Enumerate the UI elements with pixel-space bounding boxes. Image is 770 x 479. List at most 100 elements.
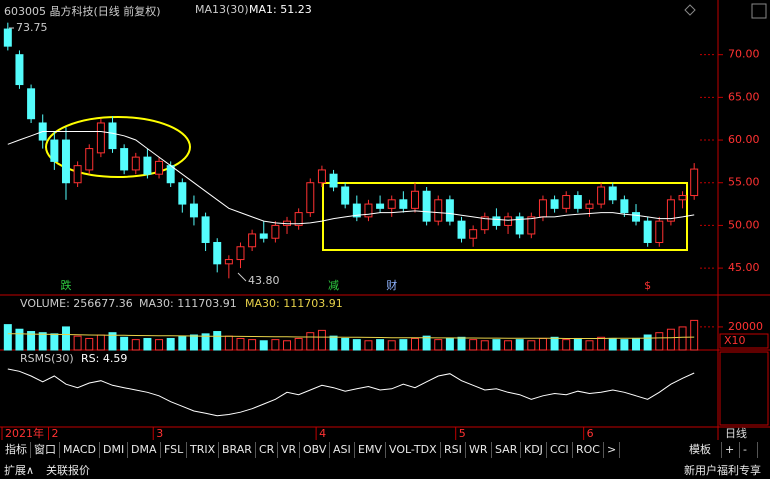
volume-bar xyxy=(690,319,699,351)
scale-label: X10 xyxy=(724,334,746,347)
tab[interactable]: VOL-TDX xyxy=(386,442,441,458)
tab[interactable]: RSI xyxy=(441,442,466,458)
volume-bar xyxy=(155,339,164,351)
volume-bar xyxy=(329,335,338,351)
volume-bar xyxy=(457,336,466,351)
tab[interactable]: ROC xyxy=(573,442,604,458)
candle-body xyxy=(3,28,12,47)
tab[interactable]: 窗口 xyxy=(31,442,60,458)
tab[interactable]: EMV xyxy=(355,442,386,458)
volume-bar xyxy=(678,326,687,351)
volume-bar xyxy=(73,335,82,351)
tab[interactable]: > xyxy=(604,442,621,458)
tab[interactable]: OBV xyxy=(300,442,331,458)
indicator-value: MA30: 111703.91 xyxy=(245,297,343,310)
tab[interactable]: CR xyxy=(256,442,279,458)
candle-body xyxy=(189,203,198,218)
volume-bar xyxy=(480,340,489,351)
tab[interactable]: DMI xyxy=(100,442,129,458)
candle-body xyxy=(469,229,478,239)
tab[interactable]: 模板 xyxy=(686,442,722,458)
candle-body xyxy=(143,156,152,175)
tab[interactable]: VR xyxy=(278,442,301,458)
volume-bar xyxy=(608,337,617,351)
chart-title: 603005 晶方科技(日线 前复权) xyxy=(4,5,161,18)
candle-body xyxy=(213,241,222,265)
volume-bar xyxy=(666,328,675,351)
tab[interactable]: KDJ xyxy=(521,442,547,458)
volume-bar xyxy=(387,340,396,351)
volume-bar xyxy=(364,340,373,351)
tab[interactable]: MACD xyxy=(60,442,100,458)
candle-body xyxy=(201,216,210,243)
volume-bar xyxy=(422,335,431,351)
candle-body xyxy=(515,216,524,235)
tab[interactable]: + xyxy=(722,442,740,458)
volume-bar xyxy=(15,328,24,351)
volume-bar xyxy=(550,336,559,351)
period-label: 日线 xyxy=(725,426,747,440)
y-tick-label: 70.00 xyxy=(728,48,760,61)
volume-bar xyxy=(294,337,303,351)
tab[interactable]: ASI xyxy=(330,442,355,458)
bottom-link[interactable]: 扩展∧ xyxy=(4,464,35,477)
volume-bar xyxy=(120,336,129,351)
x-tick-label: 4 xyxy=(319,427,326,440)
candle-body xyxy=(585,203,594,209)
volume-bar xyxy=(38,332,47,351)
candle-body xyxy=(341,186,350,205)
candle-body xyxy=(108,122,117,150)
event-marker: $ xyxy=(644,279,651,292)
tab[interactable]: 指标 xyxy=(2,442,31,458)
candle-body xyxy=(317,169,326,184)
scale-box xyxy=(719,333,769,349)
candle-body xyxy=(655,220,664,243)
volume-bar xyxy=(585,340,594,351)
volume-bar xyxy=(166,337,175,351)
candle-body xyxy=(434,199,443,222)
tab[interactable]: CCI xyxy=(547,442,573,458)
tab[interactable]: DMA xyxy=(128,442,161,458)
candle-body xyxy=(643,220,652,243)
line xyxy=(7,333,695,339)
candle-body xyxy=(550,199,559,209)
y-tick-label: 65.00 xyxy=(728,90,760,103)
candle-body xyxy=(387,199,396,209)
promo-link[interactable]: 新用户福利专享 xyxy=(684,464,761,477)
volume-bar xyxy=(3,324,12,351)
volume-bar xyxy=(201,333,210,351)
volume-bar xyxy=(27,331,36,351)
tab[interactable]: WR xyxy=(466,442,492,458)
volume-bar xyxy=(632,337,641,351)
candle-body xyxy=(271,224,280,239)
volume-bar xyxy=(61,326,70,351)
candle-body xyxy=(236,246,245,261)
bottom-link[interactable]: 关联报价 xyxy=(46,464,90,477)
event-marker: 跌 xyxy=(60,278,71,292)
candle-body xyxy=(562,195,571,209)
volume-bar xyxy=(434,339,443,351)
y-tick-label: 55.00 xyxy=(728,176,760,189)
x-tick-label: 2 xyxy=(52,427,59,440)
annotation: 43.80 xyxy=(248,274,280,287)
x-tick-label: 5 xyxy=(459,427,466,440)
scroll-box[interactable] xyxy=(751,3,767,19)
tab[interactable]: SAR xyxy=(492,442,522,458)
candle-body xyxy=(96,122,105,154)
tab[interactable]: BRAR xyxy=(219,442,256,458)
volume-bar xyxy=(515,339,524,351)
candle-body xyxy=(597,186,606,205)
tab[interactable]: TRIX xyxy=(187,442,220,458)
volume-bar xyxy=(527,340,536,351)
volume-bar xyxy=(469,339,478,351)
candle-body xyxy=(61,139,70,184)
tab[interactable]: - xyxy=(740,442,758,458)
candle-body xyxy=(364,203,373,218)
volume-bar xyxy=(410,337,419,351)
candle-body xyxy=(27,88,36,120)
candle-body xyxy=(166,165,175,184)
tab[interactable]: FSL xyxy=(161,442,188,458)
candle-body xyxy=(306,182,315,214)
diamond-icon[interactable] xyxy=(684,4,696,16)
